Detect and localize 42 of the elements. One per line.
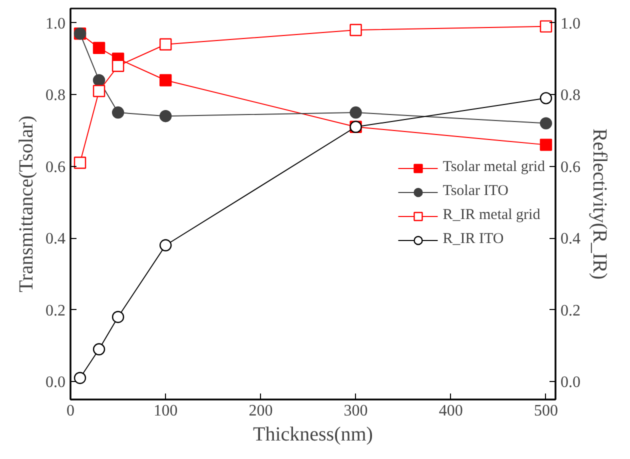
x-tick-label: 0: [66, 402, 74, 420]
point: [540, 20, 552, 33]
x-tick-label: 200: [248, 402, 273, 420]
y-tick-label: 0.8: [46, 87, 66, 104]
y-tick-label: 1.0: [46, 15, 66, 32]
point: [92, 42, 106, 54]
point: [160, 74, 172, 86]
y2-tick-label: 0.2: [560, 302, 580, 320]
point: [160, 110, 172, 122]
x-tick-label: 300: [344, 402, 368, 420]
y-tick-label: 0.4: [46, 230, 66, 248]
legend-label: Tsolar metal grid: [442, 159, 545, 176]
y-tick-label: 0.6: [46, 158, 66, 176]
y2-tick-label: 0.8: [560, 87, 580, 104]
point: [540, 117, 552, 130]
point: [112, 106, 124, 119]
x-axis-title: Thickness(nm): [253, 424, 373, 446]
point: [112, 310, 124, 324]
point: [92, 74, 106, 86]
point: [160, 239, 172, 252]
x-tick-label: 400: [438, 402, 463, 420]
x-tick-label: 500: [534, 402, 558, 420]
y2-tick-label: 0.0: [560, 374, 580, 392]
point: [92, 84, 106, 98]
point: [540, 138, 552, 151]
legend-label: R_IR metal grid: [442, 207, 540, 224]
y2-axis-title: Reflectivity(R_IR): [588, 128, 610, 280]
point: [350, 106, 362, 119]
point: [112, 60, 124, 72]
legend-label: R_IR ITO: [442, 231, 504, 248]
point: [74, 156, 86, 169]
point: [350, 24, 362, 36]
y-tick-label: 0.2: [46, 302, 66, 320]
point: [160, 38, 172, 50]
legend-label: Tsolar ITO: [442, 183, 508, 200]
y2-tick-label: 0.6: [560, 158, 580, 176]
point: [92, 343, 106, 356]
y-tick-label: 0.0: [46, 374, 66, 392]
y-axis-title: Transmittance(Tsolar): [16, 116, 38, 292]
y2-tick-label: 0.4: [560, 230, 580, 248]
x-tick-label: 100: [154, 402, 178, 420]
y2-tick-label: 1.0: [560, 15, 580, 32]
